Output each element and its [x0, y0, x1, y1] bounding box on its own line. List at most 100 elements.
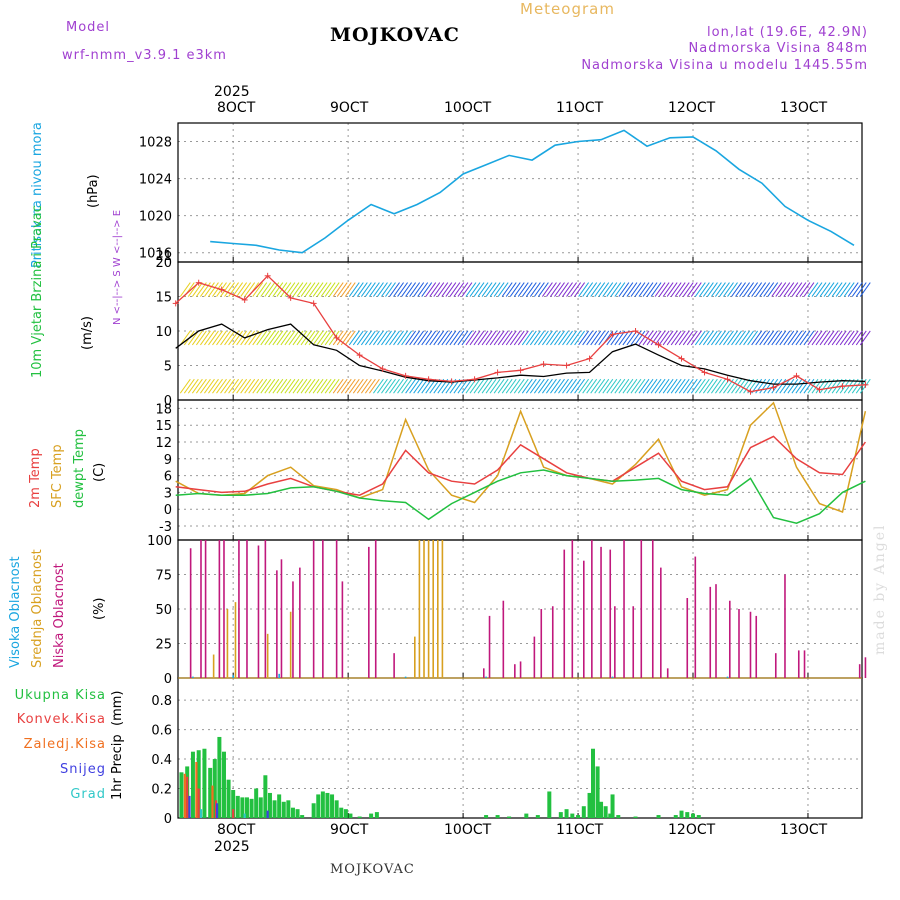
wind-barb: [537, 378, 549, 394]
wind-barb: [763, 282, 775, 297]
wind-barb: [513, 330, 525, 346]
wind-barb: [767, 378, 779, 394]
coordinates: lon,lat (19.6E, 42.9N): [707, 25, 868, 40]
wind-barb: [682, 282, 694, 297]
precip-bar: [240, 797, 245, 818]
wind-barb: [204, 330, 215, 346]
wind-barb: [517, 378, 529, 394]
wind-barb: [562, 378, 573, 394]
wind-barb: [276, 378, 288, 394]
wind-barb: [481, 330, 493, 346]
wind-barb: [401, 330, 413, 346]
wind-barb: [594, 282, 606, 297]
wind-barb: [646, 330, 658, 346]
wind-barb: [706, 330, 718, 346]
wind-barb: [252, 330, 264, 346]
wind-barb: [747, 330, 759, 346]
precip-bar: [249, 798, 254, 818]
wind-barb: [702, 378, 714, 394]
wind-barb: [195, 330, 207, 346]
precip-bar: [266, 810, 269, 818]
wind-barb: [368, 378, 380, 394]
wind-barb: [288, 282, 300, 297]
wind-barb: [453, 282, 465, 297]
precip-bar: [330, 794, 335, 818]
wind-barb: [787, 378, 799, 394]
wind-barb: [542, 282, 553, 297]
wind-barb: [831, 330, 843, 346]
wind-barb: [775, 282, 787, 297]
wind-barb: [799, 378, 811, 394]
precip-bar: [564, 809, 569, 818]
wind-barb: [546, 378, 557, 394]
wind-barb: [610, 282, 622, 297]
wind-barb: [449, 282, 461, 297]
wind-barb: [352, 330, 364, 346]
wind-barb: [195, 378, 207, 394]
wind-barb: [787, 330, 799, 346]
wind-barb: [220, 330, 231, 346]
wind-barb: [208, 282, 219, 297]
wind-barb: [811, 282, 823, 297]
precip-bar: [343, 809, 348, 818]
wind-barb: [598, 330, 610, 346]
wind-barb: [855, 282, 867, 297]
wind-barb: [284, 378, 296, 394]
wind-barb: [574, 378, 586, 394]
wind-barb: [513, 282, 525, 297]
wind-barb: [220, 282, 231, 297]
wind-barb: [682, 330, 694, 346]
wind-barb: [312, 378, 324, 394]
wind-barb: [256, 282, 268, 297]
wind-barb: [570, 330, 581, 346]
precip-bar: [334, 800, 339, 818]
wind-barb: [332, 378, 344, 394]
wind-barb: [618, 378, 630, 394]
wind-barb: [529, 282, 541, 297]
y-tick-label: 25: [155, 638, 172, 653]
wind-barb: [453, 330, 465, 346]
wind-barb: [521, 378, 533, 394]
wind-barb: [497, 282, 509, 297]
wind-barb: [401, 282, 413, 297]
wind-barb: [485, 330, 497, 346]
wind-barb: [368, 282, 380, 297]
wind-barb: [252, 378, 264, 394]
wind-barb: [662, 378, 674, 394]
wind-barb: [638, 330, 650, 346]
wind-barb: [232, 282, 244, 297]
wind-barb: [477, 282, 489, 297]
wind-barb: [634, 282, 646, 297]
wind-barb: [602, 282, 614, 297]
wind-barb: [284, 330, 296, 346]
wind-barb: [485, 378, 497, 394]
wind-barb: [385, 282, 396, 297]
wind-barb: [373, 330, 384, 346]
wind-barb: [457, 282, 469, 297]
wind-barb: [477, 330, 489, 346]
wind-barb: [517, 330, 529, 346]
y-tick-label: 1016: [139, 247, 172, 262]
wind-barb: [465, 330, 477, 346]
wind-barb: [300, 282, 312, 297]
wind-barb: [570, 282, 581, 297]
wind-barb: [570, 378, 581, 394]
wind-barb: [767, 330, 779, 346]
wind-barb: [493, 282, 505, 297]
wind-barb: [847, 330, 859, 346]
wind-barb: [268, 330, 280, 346]
wind-barb: [352, 282, 364, 297]
wind-barb: [702, 282, 714, 297]
wind-barb: [674, 378, 686, 394]
wind-barb: [220, 378, 231, 394]
wind-barb: [542, 330, 553, 346]
wind-barb: [179, 378, 191, 394]
wind-barb: [654, 330, 666, 346]
wind-barb: [578, 378, 590, 394]
wind-barb: [469, 378, 481, 394]
wind-barb: [497, 378, 509, 394]
wind-barb: [666, 282, 678, 297]
wind-barb: [264, 330, 276, 346]
wind-barb: [755, 282, 767, 297]
precip-bar: [587, 792, 592, 818]
